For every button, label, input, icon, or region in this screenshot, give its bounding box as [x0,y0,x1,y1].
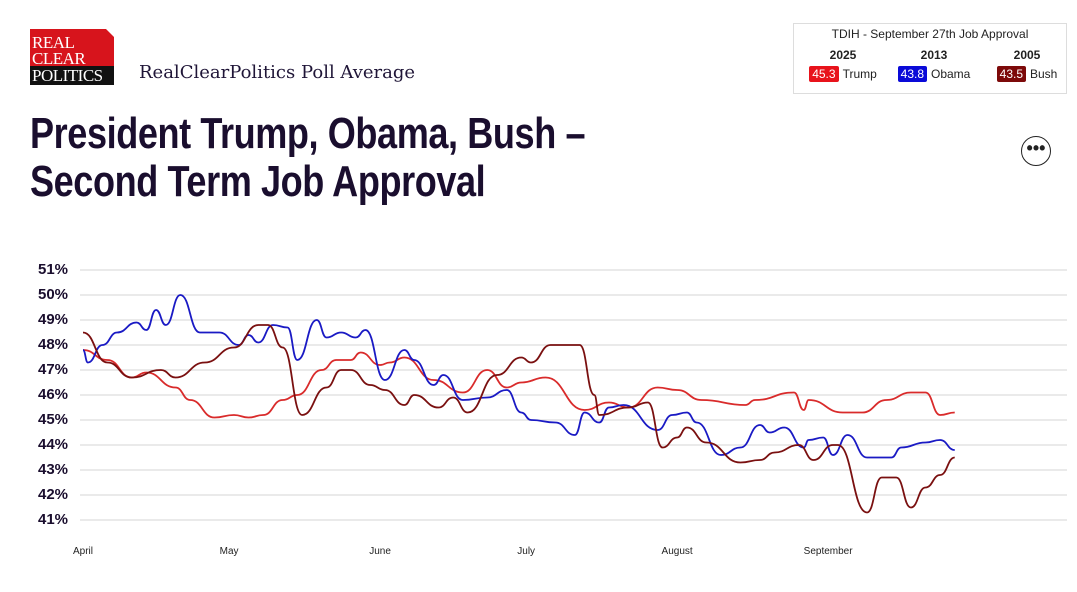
logo-text-clear: CLEAR [32,49,86,68]
x-tick-label: May [219,546,239,557]
rcp-logo[interactable]: REAL CLEAR POLITICS [30,29,114,85]
series-line-trump[interactable] [82,349,955,419]
y-tick-label: 44% [38,436,69,453]
logo-text-politics: POLITICS [32,66,103,85]
more-options-button[interactable]: ••• [1021,136,1051,166]
tdih-entry-obama: 2013 43.8 Obama [894,48,974,82]
series-line-obama[interactable] [82,294,955,459]
x-tick-label: July [517,546,536,557]
tdih-box: TDIH - September 27th Job Approval 2025 … [793,23,1067,94]
y-tick-label: 47% [38,361,69,378]
y-tick-label: 46% [38,386,69,403]
page-title-line: Second Term Job Approval [30,157,486,206]
tdih-name: Bush [1030,67,1058,81]
x-tick-label: August [661,546,693,557]
y-tick-label: 42% [38,486,69,503]
y-tick-label: 48% [38,336,69,353]
tdih-name: Trump [842,67,877,81]
y-tick-label: 45% [38,411,69,428]
y-tick-label: 43% [38,461,69,478]
logo-black-block [30,66,114,85]
y-tick-label: 51% [38,261,69,278]
tdih-value-badge: 45.3 [809,66,839,82]
tdih-heading: TDIH - September 27th Job Approval [831,27,1029,41]
x-tick-label: September [803,546,853,557]
logo-text-real: REAL [32,33,75,52]
page-title-line: President Trump, Obama, Bush – [30,109,586,158]
x-tick-label: June [369,546,391,557]
y-tick-label: 41% [38,511,69,528]
y-tick-label: 49% [38,311,69,328]
tdih-year: 2005 [1013,48,1041,62]
tdih-entry-bush: 2005 43.5 Bush [992,48,1062,82]
tdih-value-badge: 43.5 [996,66,1026,82]
series-line-bush[interactable] [82,324,955,514]
y-tick-label: 50% [38,286,69,303]
page-title: President Trump, Obama, Bush – Second Ter… [30,109,586,206]
tdih-name: Obama [931,67,971,81]
logo-red-block [30,29,114,66]
tdih-year: 2013 [920,48,948,62]
x-tick-label: April [72,546,94,557]
tdih-value-badge: 43.8 [897,66,927,82]
tdih-year: 2025 [829,48,857,62]
tdih-entry-trump: 2025 45.3 Trump [803,48,883,82]
subtitle: RealClearPolitics Poll Average [139,62,416,83]
